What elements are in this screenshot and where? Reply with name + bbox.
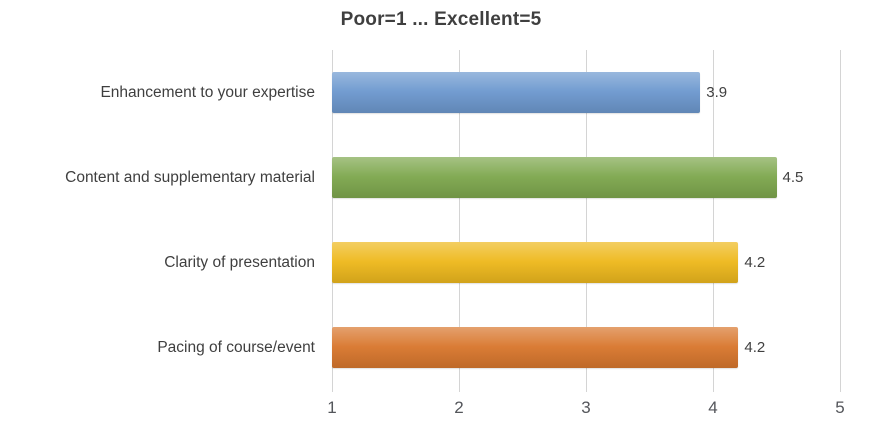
gridline-2 bbox=[459, 50, 460, 392]
bar-row: 4.2 bbox=[332, 305, 840, 390]
category-label-enhancement: Enhancement to your expertise bbox=[100, 83, 315, 101]
bar-content bbox=[332, 157, 777, 198]
gridline-5 bbox=[840, 50, 841, 392]
x-axis-tick-3: 3 bbox=[581, 398, 591, 417]
value-label: 4.2 bbox=[744, 254, 766, 271]
bar-row: 4.2 bbox=[332, 220, 840, 305]
category-label-pacing: Pacing of course/event bbox=[157, 338, 315, 356]
bar-row: 4.5 bbox=[332, 135, 840, 220]
bar-row: 3.9 bbox=[332, 50, 840, 135]
gridline-4 bbox=[713, 50, 714, 392]
x-axis-tick-2: 2 bbox=[454, 398, 464, 417]
category-label-clarity: Clarity of presentation bbox=[164, 253, 315, 271]
plot-area: 3.9 4.5 4.2 4.2 bbox=[332, 50, 841, 392]
value-label: 4.5 bbox=[782, 169, 804, 186]
x-axis-tick-5: 5 bbox=[835, 398, 845, 417]
x-axis-tick-1: 1 bbox=[327, 398, 337, 417]
chart-title: Poor=1 ... Excellent=5 bbox=[340, 9, 542, 30]
bar-pacing bbox=[332, 327, 739, 368]
gridline-3 bbox=[586, 50, 587, 392]
value-label: 4.2 bbox=[744, 339, 766, 356]
gridline-1 bbox=[332, 50, 333, 392]
bar-clarity bbox=[332, 242, 739, 283]
category-label-content: Content and supplementary material bbox=[65, 168, 315, 186]
x-axis-tick-4: 4 bbox=[708, 398, 718, 417]
value-label: 3.9 bbox=[706, 84, 728, 101]
bar-enhancement bbox=[332, 72, 701, 113]
